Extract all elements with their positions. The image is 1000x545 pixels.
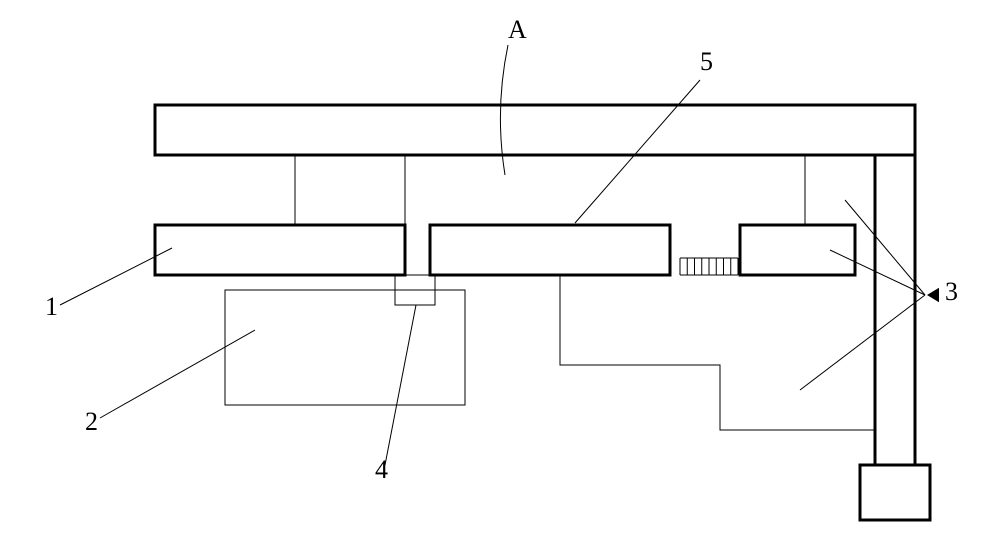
block-right-small: [740, 225, 855, 275]
leader-3b: [830, 250, 925, 295]
block-1: [155, 225, 405, 275]
label-l2: 2: [85, 407, 98, 436]
right-column: [875, 155, 915, 465]
block-2: [225, 290, 465, 405]
routed-path: [560, 275, 875, 430]
leader-3c: [800, 295, 925, 390]
label-l4: 4: [375, 455, 388, 484]
right-foot: [860, 465, 930, 520]
label-l1: 1: [45, 292, 58, 321]
leader-4: [385, 305, 416, 465]
block-mid: [430, 225, 670, 275]
technical-diagram: A 1 2 3 4 5: [0, 0, 1000, 545]
leader-3-arrow: [927, 288, 939, 302]
label-l3: 3: [945, 277, 958, 306]
label-a: A: [508, 15, 527, 44]
label-l5: 5: [700, 47, 713, 76]
leader-5: [575, 80, 700, 223]
leader-3a: [845, 200, 925, 295]
top-bar: [155, 105, 915, 155]
